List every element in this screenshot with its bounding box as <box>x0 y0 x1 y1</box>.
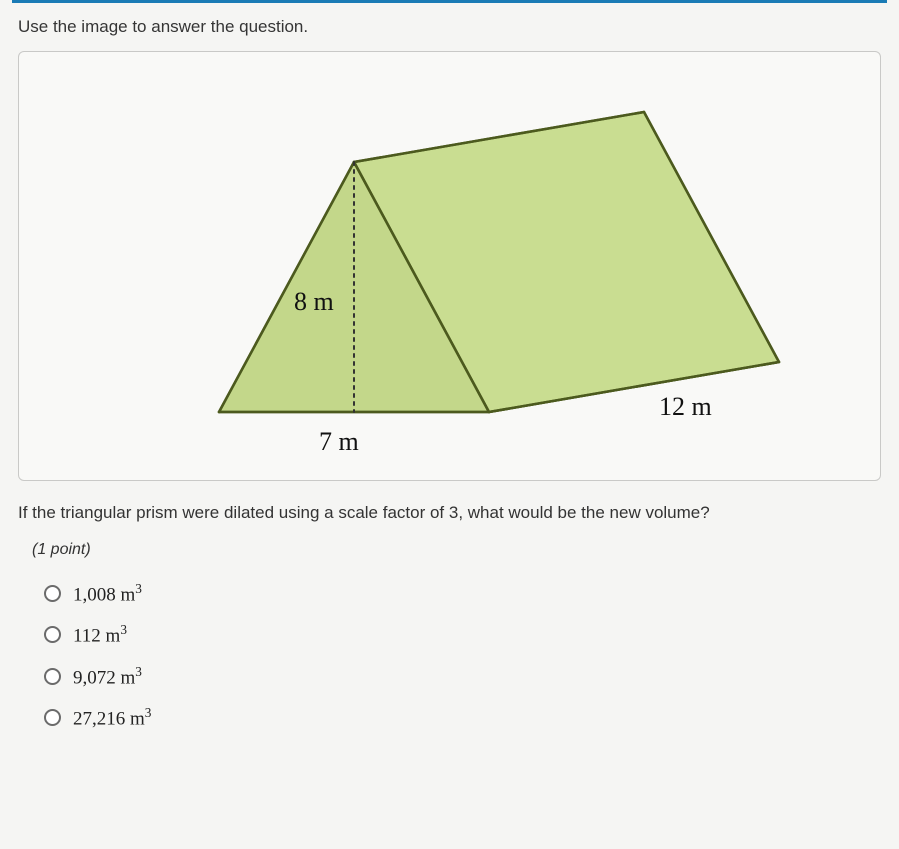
radio-icon <box>44 626 61 643</box>
radio-icon <box>44 709 61 726</box>
option-value: 9,072 <box>73 667 116 688</box>
option-unit: m <box>106 626 121 647</box>
figure-frame: 8 m 7 m 12 m <box>18 51 881 481</box>
option-value: 27,216 <box>73 708 125 729</box>
question-content: Use the image to answer the question. 8 … <box>0 3 899 770</box>
radio-icon <box>44 585 61 602</box>
instruction-text: Use the image to answer the question. <box>18 17 881 37</box>
options-group: 1,008 m3 112 m3 9,072 m3 27,216 m3 <box>44 581 881 730</box>
height-label: 8 m <box>294 287 334 317</box>
option-unit: m <box>130 708 145 729</box>
option-value: 112 <box>73 626 101 647</box>
option-label: 1,008 m3 <box>73 581 142 606</box>
option-exp: 3 <box>135 581 142 596</box>
length-label: 12 m <box>659 392 712 422</box>
question-text: If the triangular prism were dilated usi… <box>18 503 881 523</box>
option-d[interactable]: 27,216 m3 <box>44 705 881 730</box>
option-exp: 3 <box>120 622 127 637</box>
base-label: 7 m <box>319 427 359 457</box>
option-exp: 3 <box>145 705 152 720</box>
option-a[interactable]: 1,008 m3 <box>44 581 881 606</box>
option-unit: m <box>121 584 136 605</box>
prism-diagram: 8 m 7 m 12 m <box>179 92 799 452</box>
option-c[interactable]: 9,072 m3 <box>44 664 881 689</box>
option-label: 27,216 m3 <box>73 705 151 730</box>
radio-icon <box>44 668 61 685</box>
points-label: (1 point) <box>32 541 881 559</box>
option-unit: m <box>121 667 136 688</box>
option-label: 9,072 m3 <box>73 664 142 689</box>
option-label: 112 m3 <box>73 622 127 647</box>
option-exp: 3 <box>135 664 142 679</box>
option-value: 1,008 <box>73 584 116 605</box>
option-b[interactable]: 112 m3 <box>44 622 881 647</box>
